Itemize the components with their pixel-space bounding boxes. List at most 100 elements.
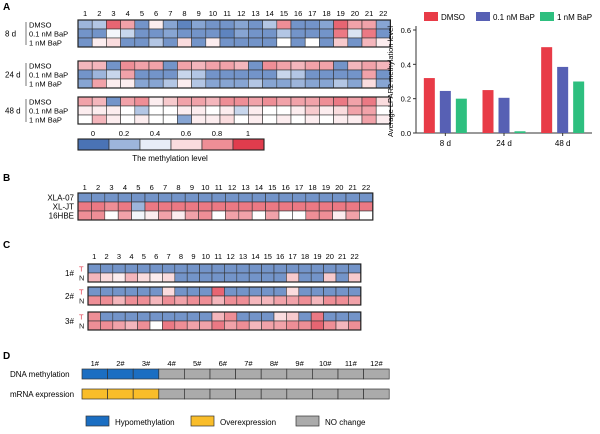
y-tick-label: 0.4 [401, 60, 411, 69]
heatmap-cell [273, 311, 287, 322]
col-label: 2 [97, 9, 101, 18]
heatmap-cell [162, 19, 178, 30]
legend-swatch [77, 138, 110, 151]
status-cell [132, 368, 160, 380]
heatmap-cell [191, 69, 207, 80]
heatmap-cell [112, 263, 126, 274]
heatmap-cell [333, 19, 349, 30]
heatmap-cell [211, 192, 226, 203]
col-label: 8 [179, 252, 183, 261]
heatmap-cell [262, 19, 278, 30]
heatmap-cell [310, 263, 324, 274]
heatmap-cell [162, 78, 178, 89]
heatmap-cell [310, 295, 324, 306]
col-label: 5 [140, 9, 144, 18]
heatmap-cell [198, 201, 213, 212]
heatmap-cell [174, 272, 188, 283]
heatmap-cell [205, 96, 221, 107]
heatmap-cell [219, 28, 235, 39]
heatmap-cell [77, 192, 92, 203]
heatmap-cell [211, 320, 225, 331]
heatmap-cell [332, 192, 347, 203]
heatmap-cell [120, 105, 136, 116]
heatmap-cell [225, 210, 240, 221]
status-cell [209, 388, 236, 400]
col-label: 1 [92, 252, 96, 261]
col-label: 19 [337, 9, 345, 18]
heatmap-cell [112, 272, 126, 283]
heatmap-cell [106, 96, 121, 107]
heatmap-cell [233, 37, 249, 48]
col-label: 7# [244, 359, 253, 368]
heatmap-cell [361, 28, 377, 39]
heatmap-cell [310, 320, 324, 331]
heatmap-cell [248, 37, 263, 48]
x-tick-label: 8 d [440, 139, 451, 148]
status-cell [312, 388, 339, 400]
time-label: 48 d [5, 107, 21, 116]
heatmap-cell [120, 96, 136, 107]
legend-label: 0.1 nM BaP [493, 13, 535, 22]
col-label: 18 [308, 183, 316, 192]
heatmap-cell [361, 37, 377, 48]
col-label: 22 [379, 9, 387, 18]
treatment-label: 1 nM BaP [29, 116, 62, 125]
time-label: 24 d [5, 71, 21, 80]
heatmap-cell [112, 320, 126, 331]
heatmap-cell [211, 210, 226, 221]
heatmap-cell [278, 210, 293, 221]
col-label: 8 [182, 9, 186, 18]
heatmap-cell [184, 192, 199, 203]
heatmap-cell [248, 60, 263, 71]
heatmap-cell [251, 201, 266, 212]
heatmap-cell [77, 28, 93, 39]
panel-a-label: A [3, 2, 10, 13]
heatmap-cell [174, 295, 188, 306]
heatmap-cell [286, 295, 300, 306]
heatmap-cell [219, 105, 235, 116]
heatmap-cell [148, 114, 164, 125]
heatmap-cell [290, 60, 306, 71]
col-label: 4 [126, 9, 130, 18]
heatmap-cell [248, 78, 263, 89]
panel-b-label: B [3, 173, 10, 184]
heatmap-cell [290, 96, 306, 107]
heatmap-cell [171, 210, 186, 221]
panel-a-heatmap: 1 2 3 4 5 6 7 8 9 10 11 12 13 14 15 16 17 18 19 20 21 228 dDM… [5, 9, 391, 125]
heatmap-cell [134, 114, 150, 125]
heatmap-cell [158, 192, 173, 203]
heatmap-cell [335, 263, 349, 274]
heatmap-cell [318, 210, 333, 221]
col-label: 21 [349, 183, 357, 192]
col-label: 1 [83, 9, 87, 18]
heatmap-cell [91, 28, 107, 39]
heatmap-cell [304, 114, 320, 125]
heatmap-cell [205, 114, 221, 125]
heatmap-cell [335, 320, 349, 331]
panel-c-heatmap: 1 2 3 4 5 6 7 8 9 10 11 12 13 14 15 16 17 18 19 20 21 221# TN2… [65, 252, 362, 331]
heatmap-cell [276, 78, 292, 89]
heatmap-cell [345, 210, 360, 221]
sample-label: 2# [65, 292, 74, 301]
heatmap-cell [104, 192, 119, 203]
heatmap-cell [233, 105, 249, 116]
heatmap-cell [248, 295, 262, 306]
status-cell [107, 368, 134, 380]
heatmap-cell [124, 320, 138, 331]
group-border [77, 60, 391, 89]
heatmap-cell [77, 210, 92, 221]
heatmap-cell [319, 69, 334, 80]
heatmap-cell [149, 263, 163, 274]
heatmap-cell [77, 114, 93, 125]
legend-swatch [424, 12, 438, 21]
y-tick-label: 0.2 [401, 95, 411, 104]
heatmap-cell [100, 286, 114, 297]
col-label: 9 [191, 252, 195, 261]
heatmap-cell [278, 201, 293, 212]
heatmap-cell [77, 105, 93, 116]
col-label: 3 [111, 9, 115, 18]
heatmap-cell [319, 105, 334, 116]
heatmap-cell [224, 295, 238, 306]
heatmap-cell [134, 28, 150, 39]
